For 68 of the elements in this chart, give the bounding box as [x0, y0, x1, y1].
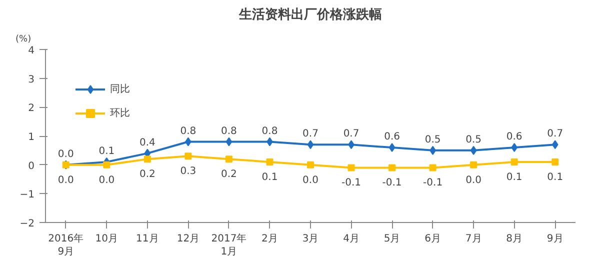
data-label: 0.3 — [180, 166, 196, 178]
data-label: 0.1 — [547, 172, 564, 183]
point — [510, 158, 518, 166]
point — [307, 140, 314, 150]
point — [388, 143, 396, 152]
legend-label: 同比 — [110, 82, 130, 96]
data-label: 0.7 — [547, 128, 564, 140]
data-label: 0.7 — [343, 128, 360, 140]
data-label: 0.4 — [139, 137, 156, 148]
point — [470, 161, 478, 168]
x-tick-label: 2017年 1月 — [211, 232, 247, 258]
data-label: 0.0 — [58, 174, 74, 186]
y-axis-title: (%) — [16, 34, 32, 44]
point — [388, 164, 396, 172]
legend-label: 环比 — [110, 106, 130, 120]
data-label: 0.5 — [466, 134, 482, 146]
point — [103, 161, 110, 168]
x-tick-label: 6月 — [424, 234, 441, 244]
x-tick-label: 8月 — [506, 234, 523, 244]
point — [184, 152, 192, 160]
point — [307, 161, 314, 168]
data-label: 0.6 — [506, 132, 522, 143]
data-label: -0.1 — [342, 178, 362, 189]
x-tick-label: 11月 — [136, 234, 159, 244]
x-tick-label: 10月 — [95, 234, 118, 244]
data-label: -0.1 — [382, 178, 402, 189]
x-tick-label: 3月 — [302, 234, 319, 244]
x-tick-label: 2016年 9月 — [48, 232, 84, 258]
y-tick-label: −1 — [20, 190, 35, 201]
data-label: -0.1 — [423, 178, 443, 189]
x-tick-label: 7月 — [465, 234, 482, 244]
x-tick-label: 5月 — [384, 234, 400, 244]
data-label: 0.5 — [424, 134, 441, 146]
data-label: 0.8 — [180, 126, 196, 137]
point — [552, 158, 559, 166]
point — [348, 164, 355, 172]
data-label: 0.0 — [302, 174, 318, 186]
y-tick-label: 2 — [28, 103, 35, 114]
x-tick-label: 9月 — [546, 234, 564, 244]
chart-title: 生活资料出厂价格涨跌幅 — [238, 8, 382, 22]
data-label: 0.0 — [98, 174, 115, 186]
data-label: 0.1 — [98, 146, 115, 157]
data-label: 0.2 — [139, 169, 156, 180]
y-tick-label: 1 — [28, 132, 35, 143]
data-label: 0.1 — [506, 172, 522, 183]
data-label: 0.2 — [221, 169, 237, 180]
data-label: 0.0 — [58, 148, 74, 160]
point — [429, 164, 436, 172]
point — [552, 140, 558, 150]
point — [226, 137, 232, 146]
point — [225, 156, 232, 163]
data-label: 0.1 — [262, 172, 278, 183]
point — [470, 146, 477, 155]
x-tick-label: 12月 — [176, 234, 200, 244]
point — [266, 158, 274, 166]
y-tick-label: −2 — [20, 218, 35, 230]
point — [144, 156, 151, 163]
data-label: 0.8 — [262, 126, 278, 137]
point — [511, 143, 518, 152]
data-label: 0.0 — [466, 174, 482, 186]
data-label: 0.8 — [221, 126, 237, 137]
data-label: 0.7 — [302, 128, 318, 140]
x-tick-label: 4月 — [343, 234, 360, 244]
y-tick-label: 0 — [28, 160, 35, 172]
data-label: 0.6 — [384, 132, 400, 143]
y-tick-label: 4 — [28, 46, 35, 56]
y-tick-label: 3 — [28, 74, 35, 86]
x-tick-label: 2月 — [262, 234, 278, 244]
